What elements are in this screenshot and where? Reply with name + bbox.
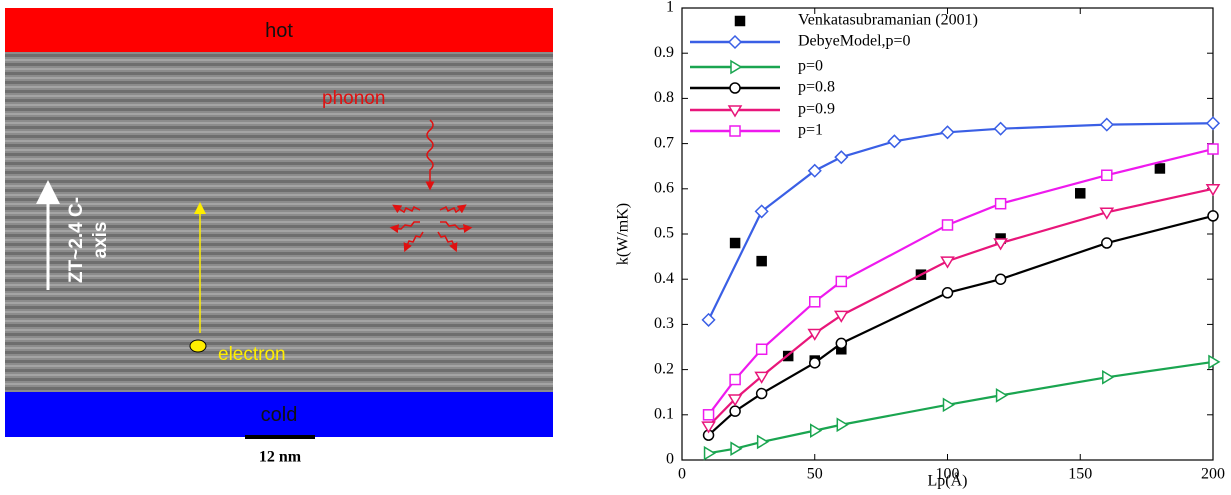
tem-image — [5, 52, 553, 392]
hot-bar — [5, 8, 553, 52]
marker — [835, 275, 848, 288]
marker — [1101, 169, 1113, 181]
legend-label: DebyeModel,p=0 — [798, 33, 911, 50]
y-axis-label: k(W/mK) — [615, 203, 632, 265]
marker — [835, 337, 848, 350]
marker — [994, 197, 1007, 210]
series-line — [707, 147, 1214, 416]
cold-bar — [5, 392, 553, 437]
legend-label: p=0.8 — [798, 79, 835, 96]
marker — [940, 125, 955, 140]
legend-label: Venkatasubramanian (2001) — [798, 12, 978, 29]
marker — [1208, 354, 1221, 370]
chart: 0 0.1 0.2 0.3 0.4 0.5 0.6 0.7 0.8 0.9 1 0 50 100 150 20… — [615, 0, 1225, 490]
axis-label: ZT~2.4 C- — [66, 197, 87, 283]
marker — [1207, 143, 1219, 155]
legend-marker — [729, 125, 741, 137]
x-axis-label: Lp(Å) — [928, 472, 968, 490]
marker — [994, 273, 1007, 285]
marker — [836, 417, 849, 433]
marker — [755, 343, 768, 356]
marker — [940, 256, 955, 269]
marker — [729, 373, 741, 386]
x-tick-label: 150 — [1068, 466, 1092, 483]
marker — [807, 328, 823, 341]
marker — [1154, 163, 1166, 174]
marker — [1101, 237, 1113, 249]
cold-label: cold — [261, 404, 298, 426]
x-tick-label: 200 — [1201, 466, 1225, 483]
tem-diagram: hot cold 12 nm ZT~2.4 C- axis electron p… — [5, 8, 553, 466]
marker — [993, 121, 1008, 136]
marker — [834, 150, 849, 165]
marker — [941, 219, 954, 231]
y-tick-label: 0.3 — [654, 315, 674, 332]
x-tick-label: 50 — [807, 466, 823, 483]
phonon-scatter — [389, 119, 473, 253]
marker — [754, 204, 769, 219]
legend-marker — [730, 59, 743, 75]
y-tick-label: 0.7 — [654, 134, 674, 151]
y-tick-label: 0.5 — [654, 225, 674, 242]
marker — [701, 312, 716, 327]
series-line — [707, 187, 1214, 427]
axis-label: axis — [90, 222, 111, 259]
marker — [810, 423, 823, 438]
legend-marker — [734, 15, 746, 27]
legend-label: p=0.9 — [798, 101, 835, 118]
y-tick-label: 0 — [666, 451, 674, 468]
y-tick-label: 1 — [666, 0, 674, 16]
marker — [727, 394, 743, 407]
y-tick-label: 0.6 — [654, 179, 674, 196]
hot-label: hot — [265, 20, 293, 42]
marker — [756, 255, 767, 267]
legend-marker — [727, 34, 743, 50]
x-tick-label: 0 — [678, 466, 686, 483]
marker — [754, 371, 769, 384]
marker — [703, 445, 717, 461]
marker — [809, 357, 821, 369]
marker — [1102, 369, 1115, 385]
marker — [755, 387, 768, 400]
marker — [1207, 210, 1219, 222]
marker — [1205, 184, 1221, 197]
x-tick-label: 100 — [936, 466, 960, 483]
legend-marker — [727, 105, 743, 118]
legend-label: p=1 — [798, 122, 823, 139]
marker — [1205, 116, 1221, 131]
marker — [809, 296, 821, 308]
marker — [942, 397, 955, 413]
marker — [995, 388, 1009, 403]
marker — [887, 134, 902, 149]
marker — [807, 163, 822, 178]
series-line — [708, 360, 1214, 455]
electron-dot — [189, 339, 207, 353]
y-tick-label: 0.9 — [654, 44, 674, 61]
marker — [729, 237, 741, 249]
marker — [833, 310, 849, 323]
y-tick-label: 0.8 — [654, 89, 674, 106]
marker — [1099, 117, 1114, 132]
y-tick-label: 0.2 — [654, 360, 674, 377]
legend-marker — [729, 82, 741, 94]
marker — [756, 434, 770, 450]
legend-label: p=0 — [798, 58, 823, 75]
scale-label: 12 nm — [259, 449, 302, 466]
marker — [729, 405, 741, 417]
phonon-label: phonon — [322, 88, 385, 109]
y-tick-label: 0.1 — [654, 405, 674, 422]
y-tick-label: 0.4 — [654, 270, 674, 287]
marker — [702, 409, 715, 421]
marker — [730, 441, 743, 457]
electron-label: electron — [218, 344, 286, 365]
marker — [993, 238, 1008, 251]
marker — [1075, 188, 1086, 199]
marker — [701, 421, 716, 434]
marker — [941, 287, 954, 299]
marker — [1099, 207, 1115, 220]
